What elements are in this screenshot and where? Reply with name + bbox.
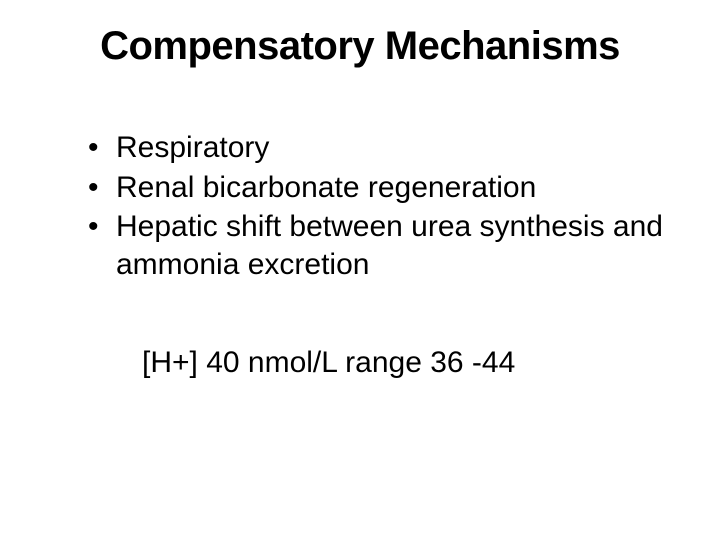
reference-value-text: [H+] 40 nmol/L range 36 -44 [40,343,680,382]
slide-title: Compensatory Mechanisms [40,24,680,69]
bullet-item: Hepatic shift between urea synthesis and… [88,208,680,283]
bullet-list: Respiratory Renal bicarbonate regenerati… [40,129,680,283]
bullet-item: Renal bicarbonate regeneration [88,169,680,207]
bullet-item: Respiratory [88,129,680,167]
